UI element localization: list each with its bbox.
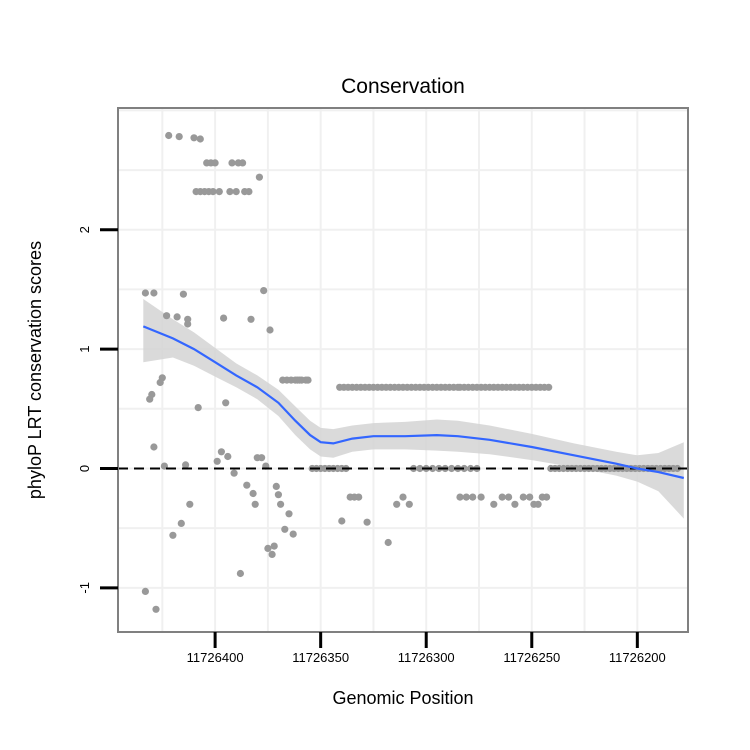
data-point — [355, 493, 363, 501]
grid-lines — [118, 108, 688, 632]
plot-frame — [117, 107, 689, 633]
data-point — [268, 550, 276, 559]
data-point — [534, 500, 542, 508]
y-tick-label: 2 — [77, 226, 92, 233]
data-point — [266, 326, 274, 334]
data-point — [222, 399, 230, 407]
data-point — [274, 491, 282, 499]
data-point — [448, 464, 456, 473]
data-point — [393, 500, 401, 508]
x-axis-label: Genomic Position — [332, 688, 473, 708]
data-point — [477, 493, 485, 501]
data-point — [184, 320, 192, 328]
data-point — [277, 500, 285, 508]
data-point — [281, 525, 289, 533]
data-point — [338, 517, 346, 525]
data-point — [141, 587, 149, 596]
y-axis-label: phyloP LRT conservation scores — [25, 241, 45, 499]
data-point — [141, 289, 149, 297]
data-point — [224, 452, 232, 461]
data-point — [255, 173, 263, 181]
data-point — [511, 500, 519, 508]
data-point — [304, 376, 312, 384]
data-point — [264, 544, 272, 553]
data-point — [158, 374, 166, 382]
x-tick-label: 11726400 — [187, 650, 244, 665]
data-points — [141, 131, 682, 613]
data-point — [272, 482, 280, 490]
x-tick-label: 11726300 — [398, 650, 455, 665]
data-point — [243, 481, 251, 489]
data-point — [469, 493, 477, 501]
data-point — [236, 569, 244, 578]
data-point — [215, 188, 223, 196]
data-point — [498, 493, 506, 501]
data-point — [220, 314, 228, 322]
data-point — [190, 134, 198, 142]
data-point — [251, 500, 259, 508]
data-point — [289, 530, 297, 538]
data-point — [175, 133, 183, 141]
data-point — [211, 159, 219, 167]
data-point — [545, 383, 553, 391]
data-point — [239, 159, 247, 167]
y-tick-label: 1 — [77, 345, 92, 352]
data-point — [182, 461, 190, 469]
data-point — [230, 469, 238, 477]
data-point — [194, 404, 202, 412]
data-point — [673, 464, 682, 473]
data-point — [169, 531, 177, 539]
data-point — [462, 493, 470, 501]
data-point — [526, 493, 534, 501]
data-point — [249, 489, 257, 498]
y-tick-label: -1 — [77, 582, 92, 594]
data-point — [152, 605, 160, 613]
data-point — [505, 493, 513, 501]
data-point — [163, 312, 171, 320]
data-point — [285, 510, 293, 518]
data-point — [519, 493, 527, 501]
data-point — [179, 290, 187, 298]
data-point — [490, 500, 498, 508]
data-point — [228, 159, 236, 167]
data-point — [384, 538, 392, 547]
data-point — [399, 493, 407, 501]
data-point — [196, 135, 204, 143]
data-point — [150, 443, 158, 451]
data-point — [456, 493, 464, 501]
data-point — [165, 131, 173, 140]
data-point — [209, 188, 217, 196]
data-point — [260, 287, 268, 295]
chart-title: Conservation — [341, 75, 465, 98]
data-point — [245, 188, 253, 196]
data-point — [270, 542, 278, 550]
data-point — [460, 464, 468, 473]
data-point — [148, 390, 156, 399]
data-point — [217, 448, 225, 456]
data-point — [232, 188, 240, 196]
x-axis: 11726400 11726350 11726300 11726250 11726200 — [187, 632, 666, 665]
y-tick-label: 0 — [77, 465, 92, 472]
y-axis: -1 0 1 2 — [77, 226, 118, 594]
data-point — [543, 493, 551, 501]
data-point — [226, 188, 234, 196]
data-point — [416, 464, 424, 473]
x-tick-label: 11726350 — [292, 650, 349, 665]
data-point — [258, 454, 266, 462]
data-point — [177, 519, 185, 528]
smooth-line — [142, 325, 685, 480]
data-point — [363, 518, 371, 526]
data-point — [173, 313, 181, 321]
x-tick-label: 11726250 — [503, 650, 560, 665]
data-point — [429, 464, 437, 473]
data-point — [186, 500, 194, 508]
data-point — [247, 315, 255, 323]
data-point — [213, 457, 221, 465]
x-tick-label: 11726200 — [609, 650, 666, 665]
data-point — [150, 289, 158, 297]
data-point — [405, 500, 413, 508]
